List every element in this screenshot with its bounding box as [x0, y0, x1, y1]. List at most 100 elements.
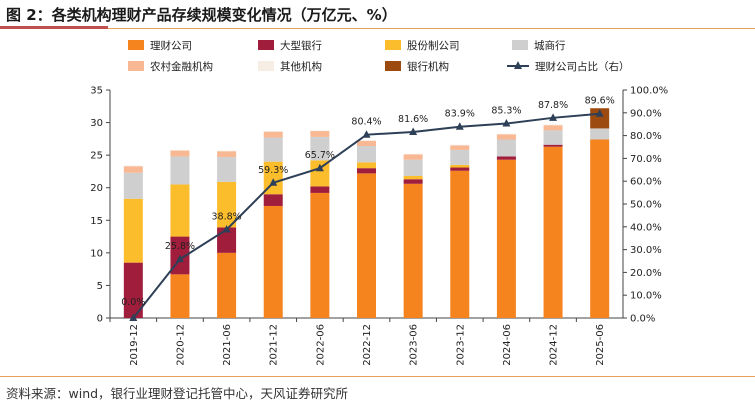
- legend-label: 大型银行: [280, 40, 322, 52]
- y2-tick-label: 90.0%: [630, 108, 662, 119]
- bar-segment: [496, 159, 516, 318]
- x-tick-label: 2025-06: [595, 324, 606, 366]
- bar-segment: [357, 140, 376, 141]
- bar-segment: [310, 192, 330, 318]
- bar-segment: [217, 181, 237, 228]
- bar-segment: [403, 154, 423, 160]
- y2-tick-label: 80.0%: [630, 131, 662, 142]
- bar-segment: [217, 252, 237, 318]
- bar-segment: [357, 173, 376, 318]
- data-label: 85.3%: [491, 106, 521, 117]
- x-tick-label: 2024-12: [549, 324, 560, 366]
- share-line-marker: [315, 163, 324, 172]
- y-tick-label: 20: [90, 183, 103, 194]
- bar-segment: [357, 146, 376, 163]
- data-label: 25.8%: [165, 241, 195, 252]
- bar-segment: [403, 175, 423, 180]
- y2-tick-label: 30.0%: [630, 245, 662, 256]
- share-line-marker: [222, 225, 231, 233]
- bar-segment: [590, 128, 610, 140]
- share-line-marker: [269, 178, 278, 186]
- x-tick-label: 2023-12: [455, 324, 466, 366]
- bar-segment: [123, 262, 143, 318]
- y-tick-label: 35: [90, 86, 103, 97]
- legend-label: 股份制公司: [407, 40, 460, 52]
- bar-segment: [263, 131, 283, 132]
- data-label: 80.4%: [351, 117, 381, 128]
- bar-segment: [543, 144, 563, 147]
- legend-label: 理财公司: [150, 40, 192, 52]
- share-line-marker: [409, 127, 418, 135]
- data-label: 38.8%: [211, 212, 241, 223]
- legend-item-其他机构: 其他机构: [258, 59, 322, 74]
- y2-tick-label: 10.0%: [630, 291, 662, 302]
- y-tick-label: 30: [90, 118, 103, 129]
- x-tick-label: 2020-12: [175, 324, 186, 366]
- y2-tick-label: 50.0%: [630, 200, 662, 211]
- bar-segment: [217, 157, 237, 182]
- bar-segment: [217, 227, 237, 253]
- bar-segment: [357, 168, 376, 174]
- share-line-marker: [175, 254, 184, 263]
- bar-segment: [263, 137, 283, 162]
- legend-line-marker: [507, 61, 529, 71]
- bar-segment: [590, 139, 610, 318]
- y2-tick-label: 70.0%: [630, 154, 662, 165]
- y2-tick-label: 100.0%: [630, 86, 668, 97]
- x-tick-label: 2022-06: [315, 324, 326, 366]
- legend-swatch: [512, 40, 528, 50]
- y-tick-label: 10: [90, 248, 103, 259]
- bar-segment: [450, 164, 470, 168]
- bar-segment: [170, 274, 190, 318]
- share-line-marker: [595, 109, 604, 117]
- legend-item-城商行: 城商行: [512, 38, 566, 53]
- bar-segment: [450, 167, 470, 171]
- bar-segment: [123, 166, 143, 173]
- y2-tick-label: 0.0%: [630, 314, 655, 325]
- share-line-marker: [362, 130, 371, 138]
- bar-segment: [310, 131, 330, 137]
- bar-segment: [170, 149, 190, 151]
- bar-segment: [263, 205, 283, 318]
- bar-segment: [450, 170, 470, 318]
- bar-segment: [217, 150, 237, 152]
- bar-segment: [450, 144, 470, 146]
- footer-divider: [0, 376, 755, 377]
- bar-segment: [496, 133, 516, 135]
- share-line-marker: [502, 119, 511, 127]
- bar-segment: [403, 159, 423, 176]
- x-tick-label: 2023-06: [409, 324, 420, 366]
- y-tick-label: 25: [90, 151, 103, 162]
- bar-segment: [310, 160, 330, 187]
- data-label: 83.9%: [445, 109, 475, 120]
- bar-segment: [310, 186, 330, 193]
- bar-segment: [263, 161, 283, 195]
- bar-segment: [543, 146, 563, 318]
- bar-segment: [170, 156, 190, 185]
- source-note: 资料来源：wind，银行业理财登记托管中心，天风证券研究所: [6, 386, 349, 401]
- data-label: 0.0%: [121, 297, 145, 308]
- bar-segment: [403, 153, 423, 155]
- legend-swatch: [385, 61, 401, 71]
- title-divider: [0, 28, 755, 29]
- bar-segment: [543, 125, 563, 131]
- legend-label: 银行机构: [407, 61, 449, 73]
- legend-swatch: [128, 40, 144, 50]
- bar-segment: [357, 140, 376, 147]
- data-label: 59.3%: [258, 165, 288, 176]
- legend-label: 农村金融机构: [150, 61, 213, 73]
- legend-item-银行机构: 银行机构: [385, 59, 449, 74]
- x-tick-label: 2019-12: [129, 324, 140, 366]
- bar-segment: [263, 131, 283, 138]
- chart-title: 图 2：各类机构理财产品存续规模变化情况（万亿元、%）: [6, 6, 397, 24]
- legend-label: 其他机构: [280, 61, 322, 73]
- legend-item-农村金融机构: 农村金融机构: [128, 59, 213, 74]
- bar-segment: [310, 130, 330, 132]
- y-tick-label: 15: [90, 216, 103, 227]
- bar-segment: [170, 184, 190, 237]
- bar-segment: [170, 150, 190, 157]
- bar-segment: [217, 151, 237, 158]
- bar-segment: [450, 145, 470, 150]
- x-tick-label: 2021-12: [269, 324, 280, 366]
